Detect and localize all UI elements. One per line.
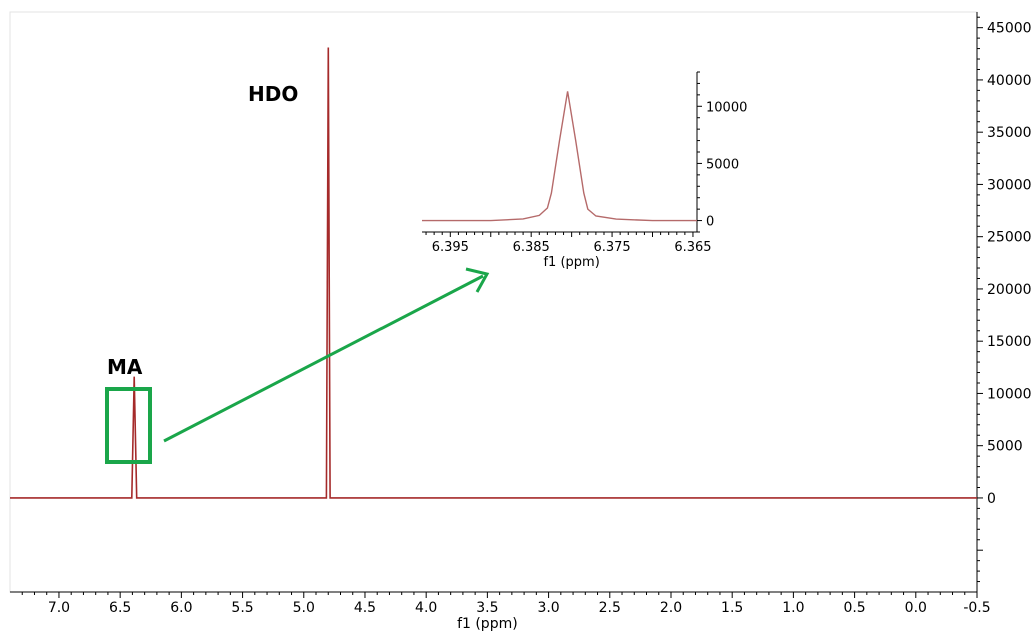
inset-spectrum-line (422, 91, 697, 222)
x-tick-label: 4.5 (354, 600, 376, 616)
y-tick-label: 20000 (987, 282, 1032, 298)
zoom-arrow-head (465, 267, 490, 293)
x-tick-label: 0.5 (843, 600, 865, 616)
x-tick-label: 5.0 (293, 600, 315, 616)
inset-plot: 6.395 6.385 6.375 6.365 f1 (ppm) 0 5000 10000 (422, 71, 747, 270)
x-tick-label: 0.0 (905, 600, 927, 616)
x-tick-label: 6.5 (109, 600, 131, 616)
x-tick-label: 1.0 (782, 600, 804, 616)
x-tick-label: 2.0 (660, 600, 682, 616)
inset-x-tick-label: 6.365 (674, 240, 711, 255)
inset-y-tick-label: 5000 (706, 157, 739, 172)
y-tick-label: 15000 (987, 334, 1032, 350)
x-tick-label: 5.5 (231, 600, 253, 616)
plot-frame (9, 11, 978, 593)
spectrum-line (10, 47, 977, 499)
inset-y-tick-label: 0 (706, 215, 714, 230)
ma-peak-label: MA (107, 355, 143, 379)
y-tick-label: 35000 (987, 125, 1032, 141)
y-tick-label: 5000 (987, 439, 1023, 455)
inset-x-axis-title: f1 (ppm) (543, 255, 599, 270)
annotation-layer: HDO MA (105, 82, 490, 464)
inset-y-tick-label: 10000 (706, 100, 747, 115)
x-tick-label: 4.0 (415, 600, 437, 616)
y-tick-label: 45000 (987, 21, 1032, 37)
y-tick-label: 30000 (987, 177, 1032, 193)
inset-x-tick-label: 6.385 (513, 240, 550, 255)
x-tick-label: 6.0 (170, 600, 192, 616)
main-plot: 7.0 6.5 6.0 5.5 5.0 4.5 4.0 3.5 3.0 2.5 2.0 1.5 1.0 0… (9, 11, 1032, 632)
x-tick-label: 3.0 (537, 600, 559, 616)
zoom-arrow-shaft (163, 274, 484, 443)
inset-x-tick-label: 6.395 (432, 240, 469, 255)
x-tick-label: 2.5 (599, 600, 621, 616)
x-tick-label: 7.0 (48, 600, 70, 616)
y-tick-label: 10000 (987, 386, 1032, 402)
y-tick-label: 0 (987, 491, 996, 507)
inset-x-tick-label: 6.375 (593, 240, 630, 255)
hdo-peak-label: HDO (248, 82, 298, 106)
ma-highlight-box (105, 387, 152, 464)
y-tick-label: 25000 (987, 230, 1032, 246)
x-tick-label: -0.5 (963, 600, 990, 616)
x-tick-label: 1.5 (721, 600, 743, 616)
x-tick-label: 3.5 (476, 600, 498, 616)
x-axis-title: f1 (ppm) (457, 616, 518, 632)
y-tick-label: 40000 (987, 73, 1032, 89)
